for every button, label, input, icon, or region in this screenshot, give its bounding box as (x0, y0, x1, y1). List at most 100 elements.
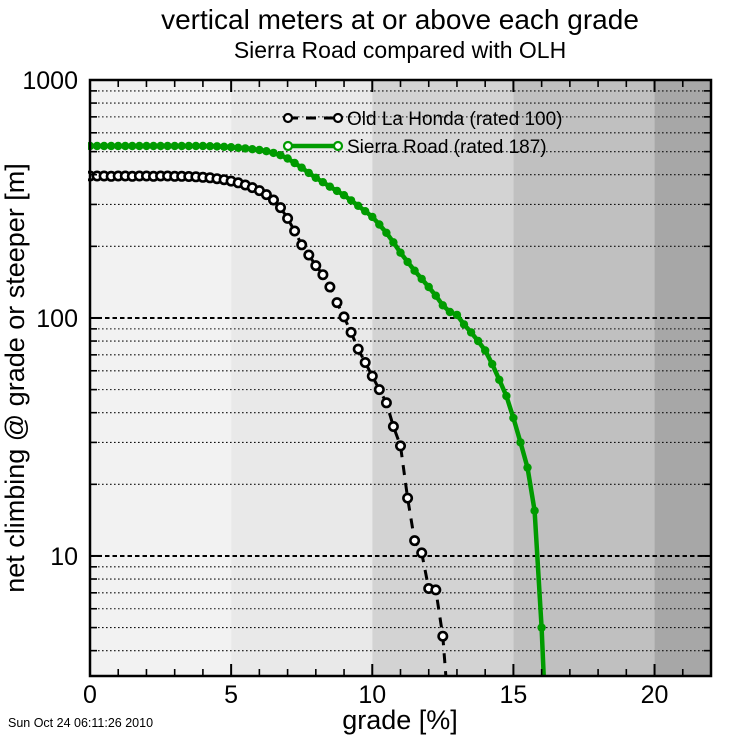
data-point (290, 158, 299, 168)
data-point (509, 413, 518, 423)
data-point (346, 196, 356, 205)
data-point (373, 384, 385, 396)
data-point (338, 311, 350, 323)
data-point (481, 346, 490, 355)
y-axis-label: net climbing @ grade or steeper [m] (0, 163, 30, 593)
plot-frame-and-ticks (88, 78, 713, 678)
data-point (332, 186, 342, 196)
data-point (431, 291, 440, 300)
data-point (438, 301, 447, 310)
data-point (403, 257, 412, 267)
data-point (345, 326, 357, 338)
grade-band (90, 80, 232, 676)
data-point (416, 547, 428, 559)
data-point (424, 282, 433, 292)
grade-band (654, 80, 711, 676)
timestamp: Sun Oct 24 06:11:26 2010 (8, 716, 153, 730)
data-point (163, 141, 172, 151)
data-point (537, 623, 546, 632)
data-point (226, 143, 236, 152)
data-point (128, 141, 137, 151)
data-point (368, 212, 377, 222)
data-point (311, 173, 320, 182)
data-point (205, 142, 215, 151)
data-point (241, 144, 250, 153)
data-point (303, 249, 315, 261)
data-point (296, 239, 308, 251)
legend-label-sierra-road: Sierra Road (rated 187) (347, 137, 547, 158)
data-point (382, 228, 391, 237)
data-point (387, 420, 399, 432)
data-point (282, 212, 294, 224)
grade-band (372, 80, 514, 676)
data-point (445, 307, 455, 317)
data-point (135, 141, 144, 151)
tick-labels: 0 5 10 15 20 1000 100 10 (22, 67, 668, 709)
legend-sample-marker (282, 112, 294, 124)
data-point (262, 147, 271, 156)
data-point (234, 143, 243, 152)
data-point (540, 676, 548, 684)
data-point (310, 260, 322, 272)
data-series (88, 141, 548, 684)
chart-subtitle: Sierra Road compared with OLH (234, 37, 566, 63)
data-point (325, 182, 335, 191)
data-point (359, 356, 371, 368)
data-point (409, 535, 421, 547)
data-point (430, 584, 442, 596)
data-point (437, 630, 449, 642)
y-tick-label: 1000 (22, 67, 78, 95)
data-point (219, 142, 229, 151)
data-point (394, 440, 406, 452)
data-point (523, 463, 532, 472)
legend-sample-marker (332, 112, 344, 124)
x-tick-label: 5 (224, 681, 238, 709)
data-point (156, 141, 165, 151)
data-point (380, 397, 392, 409)
data-point (459, 320, 469, 329)
data-point (297, 163, 306, 172)
x-axis-label: grade [%] (342, 705, 458, 735)
data-point (191, 141, 201, 151)
series-old-la-honda (88, 170, 450, 676)
data-point (149, 141, 158, 151)
data-point (361, 207, 370, 216)
data-point (495, 375, 504, 384)
data-point (269, 148, 278, 158)
series-sierra-road (88, 141, 548, 684)
data-point (114, 141, 123, 151)
y-tick-label: 100 (36, 305, 78, 333)
data-point (366, 370, 378, 382)
data-point (324, 281, 336, 293)
data-point (452, 310, 462, 320)
data-point (354, 201, 363, 210)
data-point (317, 269, 329, 281)
data-point (283, 154, 292, 163)
legend-sample-marker (282, 140, 294, 152)
data-point (318, 178, 328, 187)
grade-band (513, 80, 655, 676)
y-tick-label: 10 (50, 543, 78, 571)
data-point (274, 202, 286, 214)
x-tick-label: 10 (358, 681, 386, 709)
data-point (198, 141, 208, 151)
data-point (402, 492, 414, 504)
data-point (289, 225, 301, 237)
data-point (267, 194, 279, 206)
data-point (142, 141, 151, 151)
gridlines (90, 90, 711, 652)
data-point (417, 274, 426, 284)
data-point (488, 359, 497, 369)
data-point (530, 506, 539, 515)
data-point (177, 141, 186, 151)
data-point (260, 189, 272, 201)
data-point (516, 438, 525, 447)
x-tick-label: 15 (500, 681, 528, 709)
data-point (473, 336, 483, 346)
x-tick-label: 20 (641, 681, 669, 709)
data-point (248, 145, 257, 154)
data-point (212, 142, 222, 151)
legend-sample-marker (332, 140, 344, 152)
x-tick-label: 0 (83, 681, 97, 709)
